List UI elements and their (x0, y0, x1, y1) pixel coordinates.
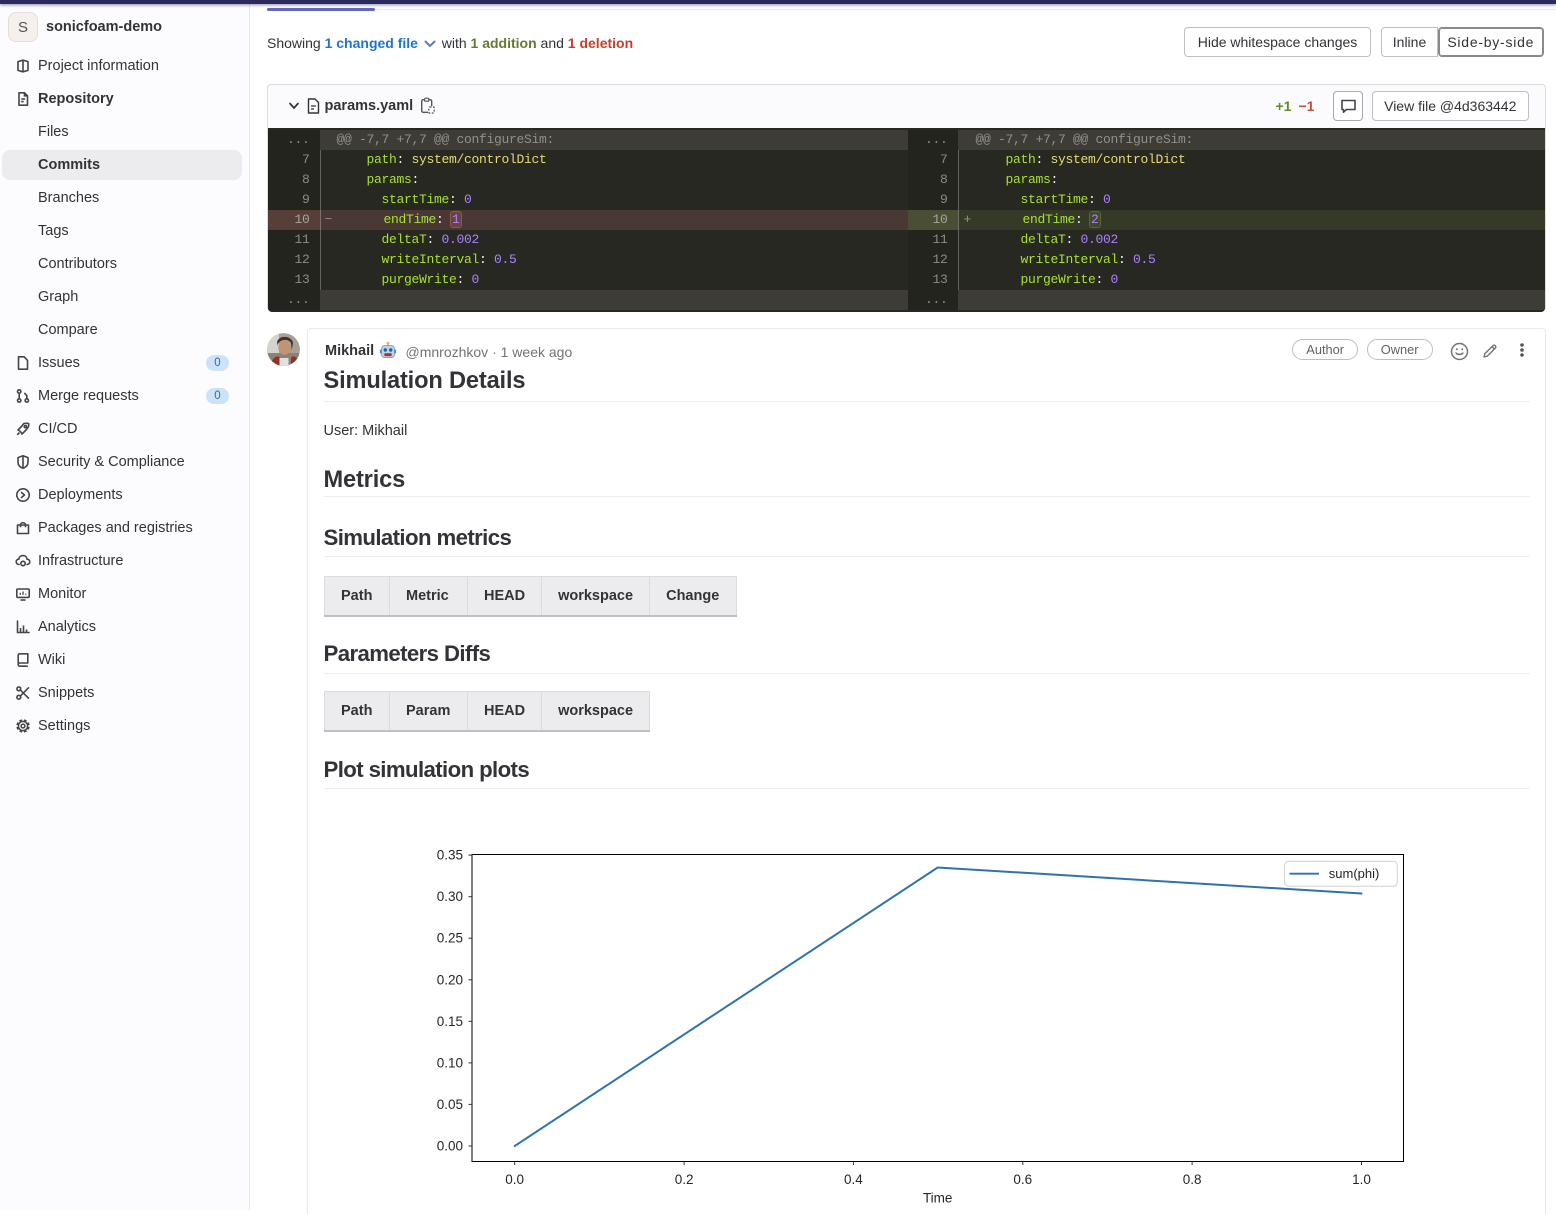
svg-text:1.0: 1.0 (1352, 1172, 1371, 1187)
svg-text:0.2: 0.2 (675, 1172, 694, 1187)
svg-text:0.15: 0.15 (437, 1014, 463, 1029)
svg-text:0.0: 0.0 (505, 1172, 524, 1187)
svg-text:0.8: 0.8 (1183, 1172, 1202, 1187)
svg-text:0.10: 0.10 (437, 1055, 463, 1070)
svg-text:0.25: 0.25 (437, 931, 463, 946)
svg-text:0.6: 0.6 (1013, 1172, 1032, 1187)
svg-text:0.05: 0.05 (437, 1097, 463, 1112)
svg-text:0.30: 0.30 (437, 889, 463, 904)
svg-text:0.4: 0.4 (844, 1172, 863, 1187)
svg-text:0.20: 0.20 (437, 972, 463, 987)
svg-text:0.00: 0.00 (437, 1139, 463, 1154)
svg-text:0.35: 0.35 (437, 848, 463, 863)
svg-text:Time: Time (923, 1191, 953, 1206)
svg-text:sum(phi): sum(phi) (1329, 866, 1380, 881)
